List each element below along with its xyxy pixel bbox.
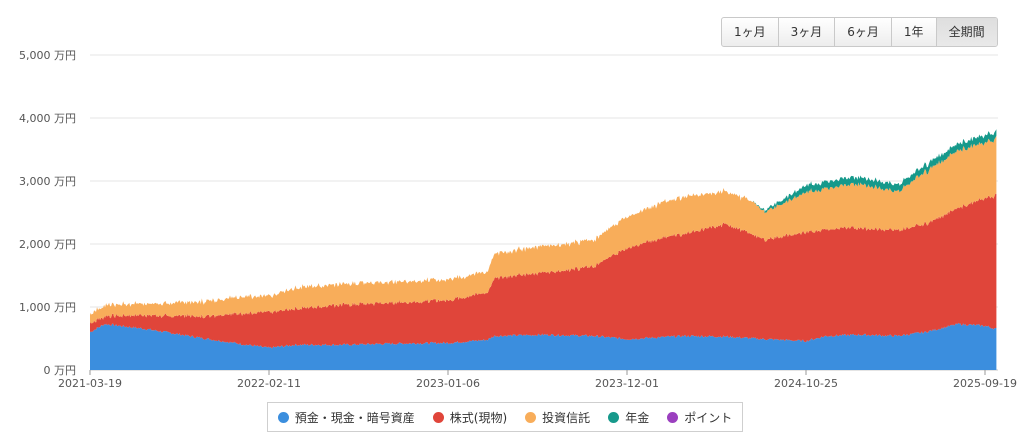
legend-label: 投資信託 xyxy=(542,410,591,425)
x-tick-label: 2023-12-01 xyxy=(595,377,659,390)
range-button-4[interactable]: 全期間 xyxy=(936,18,997,46)
range-selector: 1ヶ月 3ヶ月 6ヶ月 1年 全期間 xyxy=(721,17,998,47)
legend-dot-icon xyxy=(432,411,444,423)
range-button-1[interactable]: 3ヶ月 xyxy=(779,18,836,46)
x-tick-label: 2023-01-06 xyxy=(416,377,480,390)
legend-item-1[interactable]: 株式(現物) xyxy=(432,409,508,426)
legend-label: 年金 xyxy=(625,410,650,425)
legend-dot-icon xyxy=(525,411,537,423)
y-tick-label: 4,000 万円 xyxy=(19,112,76,125)
y-tick-label: 3,000 万円 xyxy=(19,175,76,188)
legend-label: 預金・現金・暗号資産 xyxy=(294,410,415,425)
stacked-area-chart: 0 万円 1,000 万円 2,000 万円 3,000 万円 4,000 万円 5,00… xyxy=(19,49,1017,390)
legend-label: ポイント xyxy=(684,410,733,425)
x-tick-label: 2022-02-11 xyxy=(237,377,301,390)
x-tick-label: 2025-09-19 xyxy=(953,377,1017,390)
range-button-3[interactable]: 1年 xyxy=(892,18,937,46)
range-button-2[interactable]: 6ヶ月 xyxy=(835,18,892,46)
legend-item-4[interactable]: ポイント xyxy=(667,409,732,426)
chart-legend: 預金・現金・暗号資産 株式(現物) 投資信託 年金 ポイント xyxy=(267,402,743,432)
legend-dot-icon xyxy=(667,411,679,423)
legend-label: 株式(現物) xyxy=(449,410,508,425)
area-series-2[interactable] xyxy=(90,135,997,324)
legend-item-2[interactable]: 投資信託 xyxy=(525,409,590,426)
y-tick-label: 0 万円 xyxy=(44,364,77,377)
x-tick-label: 2024-10-25 xyxy=(774,377,838,390)
area-series-1[interactable] xyxy=(90,193,997,349)
y-tick-label: 5,000 万円 xyxy=(19,49,76,62)
area-series-0[interactable] xyxy=(90,322,997,370)
legend-dot-icon xyxy=(608,411,620,423)
x-tick-label: 2021-03-19 xyxy=(58,377,122,390)
range-button-0[interactable]: 1ヶ月 xyxy=(722,18,779,46)
legend-item-3[interactable]: 年金 xyxy=(608,409,649,426)
y-tick-label: 1,000 万円 xyxy=(19,301,76,314)
legend-dot-icon xyxy=(277,411,289,423)
y-tick-label: 2,000 万円 xyxy=(19,238,76,251)
legend-item-0[interactable]: 預金・現金・暗号資産 xyxy=(277,409,415,426)
